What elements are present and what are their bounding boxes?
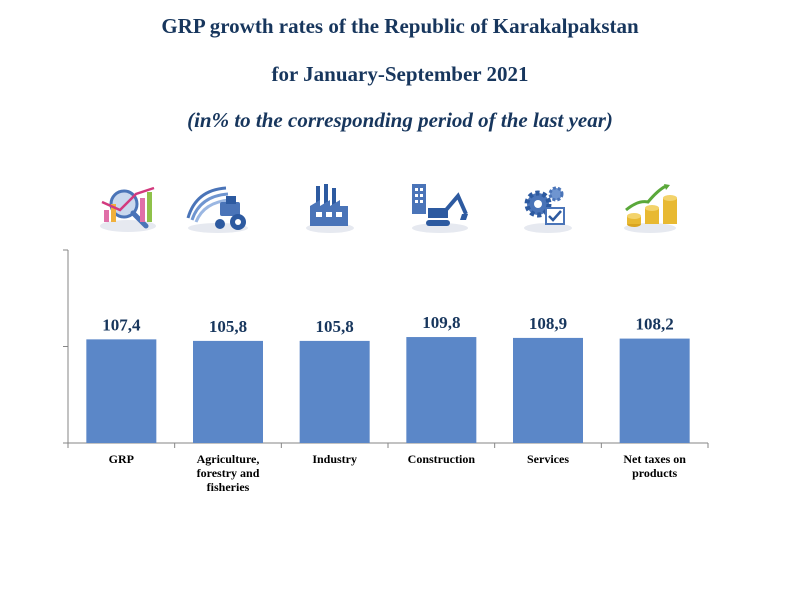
value-label-5: 108,2 — [636, 315, 674, 334]
category-label-3: Construction — [408, 452, 476, 466]
factory-icon — [306, 184, 354, 233]
bar-1 — [193, 340, 263, 443]
bar-0 — [86, 339, 157, 443]
bar-3 — [406, 337, 477, 443]
bar-5 — [619, 338, 690, 443]
category-label-1: Agriculture, forestry and fisheries — [197, 452, 260, 494]
category-label-5: Net taxes on products — [623, 452, 686, 480]
chart-subtitle: for January-September 2021 — [271, 62, 529, 86]
value-label-2: 105,8 — [316, 317, 354, 336]
chart-note: (in% to the corresponding period of the … — [187, 108, 613, 132]
excavator-icon — [412, 184, 468, 233]
gears-icon — [524, 186, 572, 233]
tractor-icon — [186, 186, 248, 233]
bar-2 — [299, 340, 370, 443]
chart-icon — [100, 186, 156, 232]
bar-4 — [513, 337, 583, 443]
value-label-1: 105,8 — [209, 317, 247, 336]
coins-icon — [624, 184, 677, 233]
value-label-4: 108,9 — [529, 314, 567, 333]
category-label-4: Services — [527, 452, 569, 466]
category-label-2: Industry — [312, 452, 357, 466]
chart-title: GRP growth rates of the Republic of Kara… — [161, 14, 639, 38]
value-label-0: 107,4 — [102, 315, 141, 334]
category-label-0: GRP — [109, 452, 134, 466]
value-label-3: 109,8 — [422, 313, 460, 332]
